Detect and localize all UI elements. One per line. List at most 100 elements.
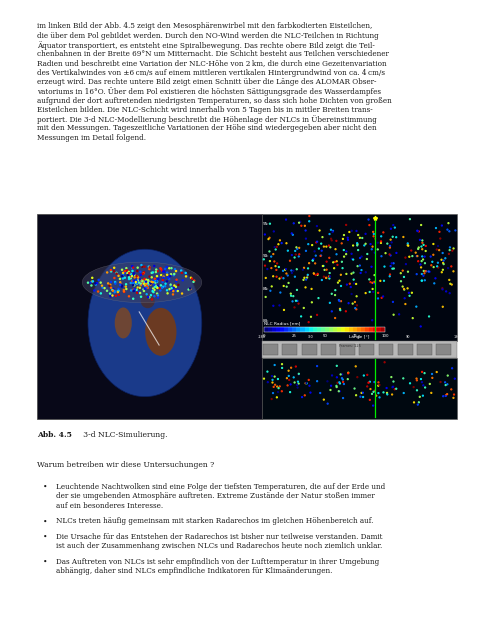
Point: [313, 237, 321, 247]
Bar: [272, 326, 276, 332]
Point: [149, 285, 157, 295]
Point: [110, 266, 118, 276]
Point: [167, 269, 175, 280]
Point: [87, 280, 95, 291]
Point: [186, 284, 194, 294]
Point: [296, 217, 304, 227]
Point: [381, 357, 389, 367]
Point: [363, 254, 371, 264]
Point: [129, 276, 137, 286]
Point: [344, 232, 352, 243]
Point: [422, 241, 430, 251]
Point: [84, 278, 92, 288]
Point: [374, 381, 382, 391]
Point: [389, 232, 397, 242]
Text: vatoriums in 16°O. Über dem Pol existieren die höchsten Sättigungsgrade des Wass: vatoriums in 16°O. Über dem Pol existier…: [37, 87, 381, 96]
Point: [389, 376, 397, 387]
Point: [149, 284, 157, 294]
Point: [153, 276, 161, 286]
Point: [133, 271, 141, 282]
Point: [186, 284, 194, 294]
Point: [444, 379, 452, 389]
Point: [331, 290, 339, 300]
Point: [293, 244, 301, 254]
Text: aufgrund der dort auftretenden niedrigsten Temperaturen, so dass sich hohe Dicht: aufgrund der dort auftretenden niedrigst…: [37, 97, 392, 104]
Point: [120, 285, 128, 295]
Point: [272, 261, 280, 271]
Point: [343, 280, 351, 290]
Point: [332, 382, 340, 392]
Point: [170, 280, 178, 291]
Point: [434, 241, 442, 251]
Point: [447, 278, 454, 289]
Point: [400, 272, 408, 282]
Point: [167, 263, 175, 273]
Point: [368, 388, 376, 399]
Point: [451, 374, 459, 384]
Point: [137, 260, 145, 270]
Point: [278, 273, 286, 283]
Point: [412, 373, 420, 383]
Point: [119, 269, 127, 280]
Point: [312, 237, 320, 248]
Point: [119, 268, 127, 278]
Point: [289, 291, 297, 301]
Point: [356, 260, 364, 271]
Point: [114, 287, 122, 297]
Point: [412, 248, 419, 258]
Point: [269, 388, 277, 398]
Point: [141, 284, 149, 294]
Point: [350, 278, 358, 289]
Point: [387, 372, 395, 382]
Point: [442, 286, 450, 296]
Point: [161, 264, 169, 274]
Point: [452, 225, 459, 236]
Point: [326, 229, 333, 239]
Point: [439, 265, 447, 275]
Point: [135, 287, 143, 298]
Point: [388, 264, 396, 274]
Text: -180: -180: [258, 335, 266, 339]
Point: [323, 264, 330, 275]
Point: [366, 220, 373, 230]
Bar: [321, 344, 336, 355]
Point: [317, 250, 325, 260]
Point: [129, 278, 137, 288]
Point: [301, 221, 309, 231]
Point: [87, 276, 95, 287]
Point: [417, 262, 425, 273]
Point: [303, 273, 311, 283]
Point: [169, 283, 177, 293]
Point: [152, 276, 160, 286]
Point: [333, 256, 341, 266]
Point: [106, 280, 114, 290]
Point: [153, 271, 161, 282]
Point: [331, 313, 339, 323]
Point: [415, 243, 423, 253]
Point: [308, 297, 316, 307]
Point: [308, 284, 316, 294]
Point: [352, 390, 360, 401]
Point: [166, 279, 174, 289]
Point: [311, 246, 319, 257]
Point: [160, 271, 167, 282]
Point: [375, 380, 383, 390]
Point: [320, 394, 328, 404]
Point: [261, 260, 269, 271]
Text: 90: 90: [263, 254, 268, 259]
Point: [116, 274, 124, 284]
Point: [356, 253, 364, 263]
Point: [327, 242, 334, 252]
Point: [295, 369, 303, 380]
Point: [366, 395, 374, 405]
Point: [415, 227, 423, 237]
Point: [367, 239, 374, 249]
Point: [444, 371, 452, 381]
Text: •: •: [43, 517, 47, 525]
Point: [152, 264, 160, 275]
Point: [388, 237, 396, 248]
Text: Die Ursache für das Entstehen der Radarechos ist bisher nur teilweise verstanden: Die Ursache für das Entstehen der Radare…: [56, 533, 382, 541]
Point: [337, 296, 345, 307]
Point: [273, 381, 281, 392]
Bar: [361, 326, 365, 332]
